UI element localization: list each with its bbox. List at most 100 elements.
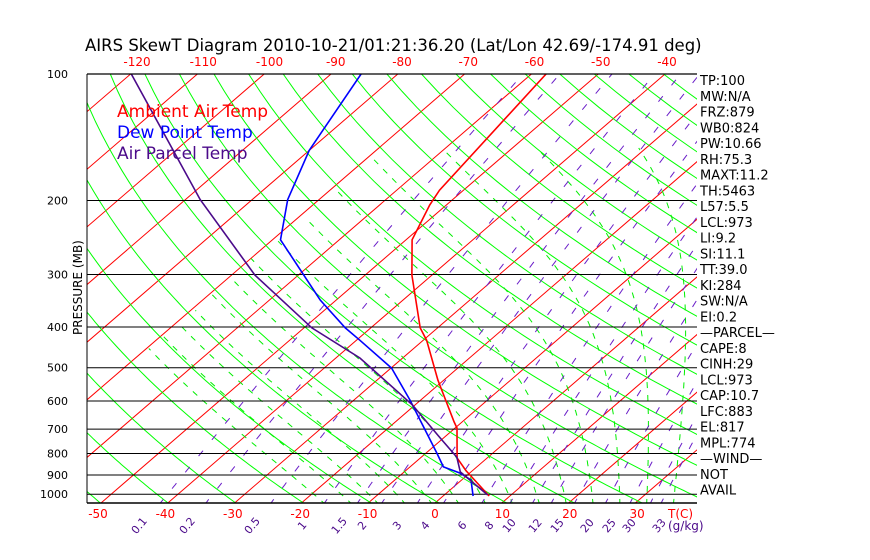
- isotherm-line: [567, 391, 697, 503]
- isotherm-line: [233, 103, 697, 503]
- top-temp-tick-label: -60: [525, 55, 545, 69]
- mixing-ratio-tick-label: 12: [526, 516, 545, 535]
- isotherm-line: [87, 74, 466, 401]
- pressure-tick-label: 700: [47, 423, 68, 436]
- moist-adiabat-line: [336, 190, 567, 503]
- mixing-ratio-tick-label: 6: [455, 519, 469, 533]
- index-value: LI:9.2: [700, 232, 736, 247]
- moist-adiabat-line: [373, 159, 594, 503]
- index-value: CAP:10.7: [700, 389, 759, 404]
- bottom-temp-tick-label: 20: [562, 507, 577, 521]
- bottom-temp-tick-label: -20: [290, 507, 310, 521]
- moist-adiabat-line: [230, 277, 459, 503]
- mixing-ratio-unit-label: (g/kg): [668, 519, 704, 533]
- moist-adiabat-line: [250, 258, 486, 503]
- index-value: —PARCEL—: [700, 326, 775, 341]
- isotherm-line: [167, 74, 666, 503]
- dry-adiabat-line: [178, 74, 697, 498]
- index-value: MW:N/A: [700, 90, 751, 105]
- indices-panel: TP:100MW:N/AFRZ:879WB0:824PW:10.66RH:75.…: [699, 74, 775, 499]
- index-value: LCL:973: [700, 216, 753, 231]
- profile-lines: [130, 74, 547, 497]
- index-value: TT:39.0: [699, 263, 748, 278]
- dry-adiabat-line: [663, 74, 697, 100]
- legend-item: Dew Point Temp: [117, 123, 253, 143]
- top-temp-tick-label: -110: [190, 55, 217, 69]
- dry-adiabat-line: [767, 74, 870, 505]
- index-value: MAXT:11.2: [700, 169, 769, 184]
- moist-adiabat-line: [536, 147, 650, 503]
- top-temp-tick-label: -50: [591, 55, 611, 69]
- moist-adiabat-line: [638, 147, 687, 503]
- mixing-ratio-tick-label: 0.2: [177, 515, 198, 537]
- index-value: MPL:774: [700, 436, 756, 451]
- mixing-ratio-tick-label: 33: [650, 516, 669, 535]
- mixing-ratio-line: [604, 342, 697, 503]
- mixing-ratio-line: [323, 74, 655, 503]
- isotherm-line: [87, 74, 399, 343]
- mixing-ratio-line: [574, 298, 697, 503]
- bottom-temp-tick-label: -10: [358, 507, 378, 521]
- isotherm-line: [0, 70, 68, 505]
- moist-adiabat-line: [305, 217, 540, 503]
- legend-item: Ambient Air Temp: [117, 102, 268, 122]
- pressure-tick-label: 800: [47, 447, 68, 460]
- mixing-ratio-tick-label: 25: [600, 516, 619, 535]
- isotherm-line: [100, 74, 599, 503]
- index-value: LFC:883: [700, 405, 753, 420]
- moist-adiabat-line: [195, 309, 406, 503]
- dry-adiabat-line: [455, 74, 697, 261]
- index-value: FRZ:879: [700, 106, 755, 121]
- y-axis-label: PRESSURE (MB): [71, 240, 85, 335]
- mixing-ratio-tick-label: 20: [578, 516, 597, 535]
- index-value: AVAIL: [700, 484, 737, 499]
- index-value: EI:0.2: [700, 310, 737, 325]
- top-temp-tick-label: -70: [458, 55, 478, 69]
- index-value: TP:100: [699, 74, 745, 89]
- top-temp-tick-label: -120: [123, 55, 150, 69]
- bottom-temp-tick-label: 10: [495, 507, 510, 521]
- bottom-temp-tick-label: -40: [156, 507, 176, 521]
- mixing-ratio-tick-label: 1.5: [329, 515, 350, 537]
- index-value: NOT: [700, 468, 728, 483]
- index-value: —WIND—: [700, 452, 762, 467]
- mixing-ratio-line: [442, 140, 697, 503]
- isotherm-line: [87, 74, 265, 228]
- dry-adiabat-line: [490, 74, 697, 234]
- mixing-ratio-line: [356, 74, 681, 503]
- moist-adiabat-line: [148, 348, 325, 503]
- ambient-temp-line: [411, 74, 547, 497]
- index-value: KI:284: [700, 279, 742, 294]
- bottom-temp-tick-label: -50: [88, 507, 108, 521]
- top-temp-tick-label: -80: [392, 55, 412, 69]
- moist-adiabat-line: [277, 240, 513, 503]
- pressure-tick-label: 500: [47, 362, 68, 375]
- x-axis-label: T(C): [667, 507, 693, 521]
- moist-adiabat-line: [162, 335, 352, 503]
- index-value: L57:5.5: [700, 200, 749, 215]
- dew-point-line: [279, 74, 474, 497]
- moist-adiabat-line: [441, 147, 621, 503]
- bottom-temp-tick-label: 0: [431, 507, 439, 521]
- chart-title: AIRS SkewT Diagram 2010-10-21/01:21:36.2…: [85, 36, 702, 55]
- mixing-ratio-tick-label: 3: [390, 519, 404, 533]
- pressure-tick-label: 400: [47, 321, 68, 334]
- mixing-ratio-line: [531, 243, 697, 503]
- moist-adiabat-line: [211, 294, 433, 503]
- index-value: CAPE:8: [700, 342, 747, 357]
- dry-adiabat-line: [317, 74, 697, 375]
- dry-adiabat-line: [213, 74, 697, 466]
- index-value: CINH:29: [700, 358, 753, 373]
- top-temp-tick-label: -90: [326, 55, 346, 69]
- mixing-ratio-line: [509, 216, 697, 503]
- index-value: SW:N/A: [700, 295, 748, 310]
- top-temp-tick-label: -100: [256, 55, 283, 69]
- pressure-tick-label: 1000: [40, 488, 68, 501]
- pressure-tick-label: 200: [47, 194, 68, 207]
- isotherm-line: [767, 70, 870, 505]
- background-grid: [0, 70, 870, 505]
- mixing-ratio-line: [550, 267, 697, 503]
- dry-adiabat-line: [282, 74, 697, 405]
